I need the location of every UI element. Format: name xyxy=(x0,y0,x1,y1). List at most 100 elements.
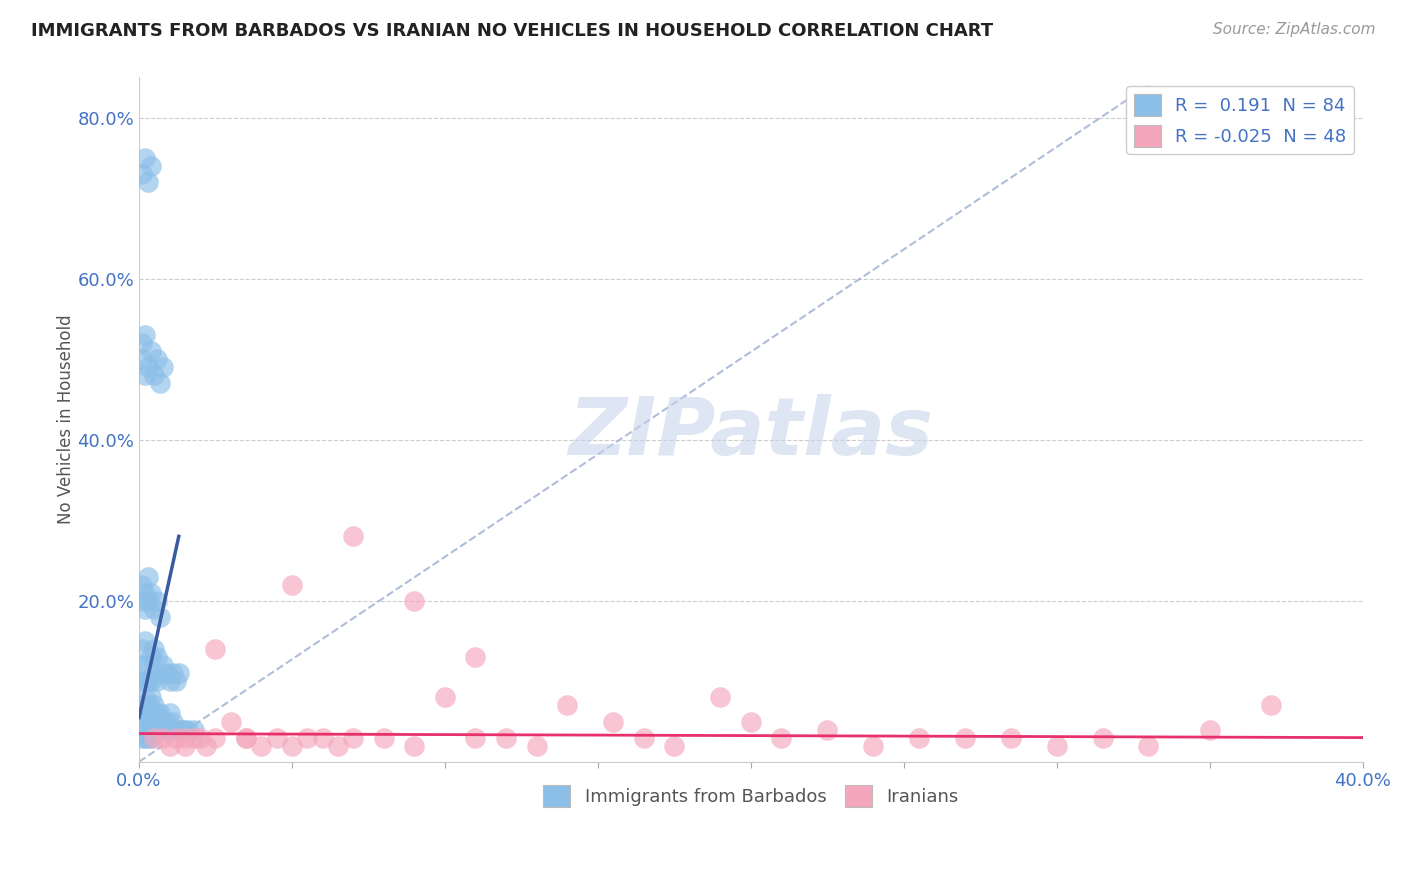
Point xyxy=(159,706,181,721)
Point xyxy=(204,642,226,657)
Point xyxy=(1137,739,1160,753)
Point xyxy=(159,739,181,753)
Point xyxy=(134,731,156,745)
Point xyxy=(152,723,174,737)
Point xyxy=(464,650,486,665)
Point xyxy=(149,610,172,624)
Point xyxy=(495,731,517,745)
Point xyxy=(143,602,166,616)
Point xyxy=(146,714,169,729)
Point xyxy=(149,376,172,391)
Point xyxy=(174,723,197,737)
Point xyxy=(131,336,153,351)
Point xyxy=(633,731,655,745)
Point xyxy=(146,650,169,665)
Text: IMMIGRANTS FROM BARBADOS VS IRANIAN NO VEHICLES IN HOUSEHOLD CORRELATION CHART: IMMIGRANTS FROM BARBADOS VS IRANIAN NO V… xyxy=(31,22,993,40)
Point xyxy=(174,731,197,745)
Point xyxy=(134,328,156,343)
Point xyxy=(159,723,181,737)
Point xyxy=(281,739,304,753)
Point xyxy=(136,360,159,375)
Point xyxy=(141,731,163,745)
Point xyxy=(149,666,172,681)
Point xyxy=(149,706,172,721)
Point xyxy=(664,739,686,753)
Point xyxy=(131,167,153,181)
Point xyxy=(152,658,174,673)
Point xyxy=(404,593,426,607)
Point xyxy=(143,723,166,737)
Text: Source: ZipAtlas.com: Source: ZipAtlas.com xyxy=(1212,22,1375,37)
Point xyxy=(152,714,174,729)
Point xyxy=(136,569,159,583)
Point xyxy=(250,739,273,753)
Point xyxy=(167,666,190,681)
Point xyxy=(136,593,159,607)
Point xyxy=(555,698,578,713)
Point xyxy=(136,723,159,737)
Point xyxy=(149,714,172,729)
Point xyxy=(152,360,174,375)
Point xyxy=(342,529,364,543)
Point xyxy=(188,731,211,745)
Point xyxy=(134,706,156,721)
Point xyxy=(143,368,166,383)
Point xyxy=(134,714,156,729)
Point xyxy=(709,690,731,705)
Point xyxy=(134,690,156,705)
Y-axis label: No Vehicles in Household: No Vehicles in Household xyxy=(58,315,75,524)
Point xyxy=(134,585,156,599)
Point xyxy=(143,731,166,745)
Point xyxy=(1091,731,1114,745)
Point xyxy=(174,739,197,753)
Point xyxy=(141,714,163,729)
Point xyxy=(131,706,153,721)
Point xyxy=(155,723,177,737)
Point xyxy=(131,352,153,367)
Point xyxy=(740,714,762,729)
Point xyxy=(770,731,793,745)
Point xyxy=(131,698,153,713)
Point xyxy=(141,159,163,173)
Point xyxy=(143,642,166,657)
Point xyxy=(281,577,304,591)
Point xyxy=(815,723,838,737)
Point xyxy=(266,731,288,745)
Point xyxy=(131,731,153,745)
Point xyxy=(141,706,163,721)
Point xyxy=(134,674,156,689)
Point xyxy=(1046,739,1069,753)
Point xyxy=(162,666,184,681)
Point xyxy=(131,642,153,657)
Point xyxy=(155,714,177,729)
Point xyxy=(141,674,163,689)
Point xyxy=(170,723,193,737)
Point xyxy=(162,714,184,729)
Point xyxy=(464,731,486,745)
Point xyxy=(136,658,159,673)
Point xyxy=(141,650,163,665)
Point xyxy=(953,731,976,745)
Point xyxy=(433,690,456,705)
Point xyxy=(143,666,166,681)
Point xyxy=(602,714,624,729)
Point xyxy=(165,731,187,745)
Point xyxy=(908,731,931,745)
Point xyxy=(342,731,364,745)
Point xyxy=(134,151,156,165)
Point xyxy=(155,666,177,681)
Point xyxy=(1198,723,1220,737)
Point xyxy=(204,731,226,745)
Point xyxy=(167,723,190,737)
Legend: Immigrants from Barbados, Iranians: Immigrants from Barbados, Iranians xyxy=(536,778,966,814)
Point xyxy=(526,739,548,753)
Point xyxy=(131,714,153,729)
Point xyxy=(131,577,153,591)
Point xyxy=(131,674,153,689)
Point xyxy=(143,714,166,729)
Point xyxy=(131,658,153,673)
Point xyxy=(141,585,163,599)
Point xyxy=(219,714,242,729)
Point xyxy=(311,731,333,745)
Point xyxy=(183,731,205,745)
